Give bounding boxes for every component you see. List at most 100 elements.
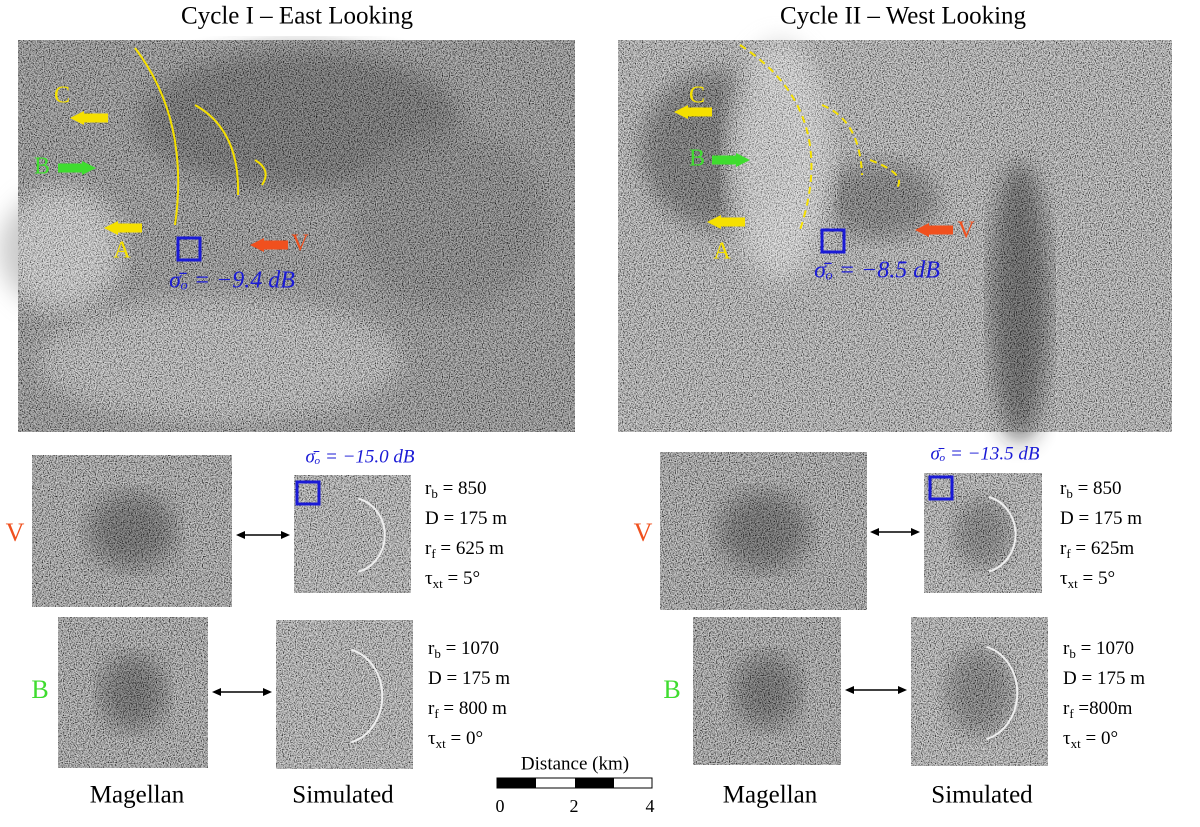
param-value: = 0° xyxy=(1081,728,1118,749)
scale-tick: 0 xyxy=(496,796,505,816)
param-symbol: D xyxy=(425,508,439,529)
param-subscript: f xyxy=(431,546,436,561)
param-value: =800m xyxy=(1074,698,1133,719)
param-symbol: r xyxy=(425,478,432,499)
parameter: rf =800m xyxy=(1063,698,1133,721)
parameter: rf = 625m xyxy=(1060,538,1134,561)
param-symbol: τ xyxy=(428,728,436,749)
crater-rim xyxy=(358,497,386,573)
param-symbol: r xyxy=(428,638,435,659)
sigma-label: σ̄ₒ = −15.0 dB xyxy=(305,446,414,467)
scale-seg xyxy=(575,778,614,788)
link-head xyxy=(281,531,290,539)
image-speckle xyxy=(693,617,841,765)
image-speckle xyxy=(276,620,413,769)
param-value: = 850 xyxy=(438,478,487,499)
parameter: rb = 850 xyxy=(425,478,487,501)
parameter: D = 175 m xyxy=(1060,508,1142,529)
param-value: = 0° xyxy=(446,728,483,749)
parameter: rf = 625 m xyxy=(425,538,504,561)
param-subscript: b xyxy=(1066,486,1073,501)
row-label: V xyxy=(6,518,25,547)
link-head xyxy=(911,528,920,536)
param-value: = 175 m xyxy=(442,668,510,689)
annotation-curve xyxy=(194,104,240,196)
param-value: = 625m xyxy=(1071,538,1135,559)
annotation-curve xyxy=(134,47,180,226)
param-value: = 1070 xyxy=(1076,638,1134,659)
link-head xyxy=(845,686,854,694)
image-speckle xyxy=(294,475,411,593)
crater-rim xyxy=(351,648,384,744)
param-subscript: xt xyxy=(433,576,444,591)
panel: Cycle II – West Looking C B A Vσ̄ₒ = −8.5 dB… xyxy=(618,3,1172,809)
param-value: = 175 m xyxy=(439,508,507,529)
crater-label: A xyxy=(713,239,731,265)
parameter: τxt = 0° xyxy=(1063,728,1118,751)
param-symbol: τ xyxy=(1063,728,1071,749)
arrow xyxy=(915,223,953,237)
scale-seg xyxy=(497,778,536,788)
parameter: D = 175 m xyxy=(428,668,510,689)
param-value: = 175 m xyxy=(1074,508,1142,529)
param-symbol: r xyxy=(1060,538,1067,559)
annotation-curve xyxy=(821,104,863,176)
sample-box xyxy=(928,475,954,501)
param-value: = 800 m xyxy=(439,698,507,719)
scale-title: Distance (km) xyxy=(521,753,629,774)
param-symbol: D xyxy=(1063,668,1077,689)
caption: Simulated xyxy=(931,782,1033,809)
sample-box xyxy=(176,236,202,262)
annotation-curve xyxy=(739,44,813,231)
image-speckle xyxy=(911,617,1048,766)
arrow xyxy=(674,105,712,119)
param-value: = 850 xyxy=(1073,478,1122,499)
link-head xyxy=(870,528,879,536)
parameter: rb = 1070 xyxy=(428,638,499,661)
sample-box xyxy=(820,228,846,254)
caption: Magellan xyxy=(723,782,818,809)
parameter: rb = 1070 xyxy=(1063,638,1134,661)
link-head xyxy=(898,686,907,694)
param-symbol: D xyxy=(1060,508,1074,529)
caption: Simulated xyxy=(292,782,394,809)
crater-rim xyxy=(986,645,1019,741)
param-subscript: xt xyxy=(436,736,447,751)
crater-label: B xyxy=(34,154,50,180)
link-head xyxy=(263,688,272,696)
image-speckle xyxy=(32,455,232,607)
sigma-label: σ̄ₒ = −9.4 dB xyxy=(169,268,295,294)
image-speckle xyxy=(924,473,1042,593)
param-value: = 625 m xyxy=(436,538,504,559)
image-speckle xyxy=(58,617,208,768)
annotation-curve xyxy=(869,159,901,191)
param-symbol: r xyxy=(425,538,432,559)
parameter: τxt = 5° xyxy=(1060,568,1115,591)
param-subscript: xt xyxy=(1071,736,1082,751)
param-symbol: r xyxy=(428,698,435,719)
link-head xyxy=(212,688,221,696)
param-symbol: D xyxy=(428,668,442,689)
panel: Cycle I – East Looking C B A Vσ̄ₒ = −9.4 dB V… xyxy=(0,3,575,809)
param-value: = 5° xyxy=(1078,568,1115,589)
link-head xyxy=(236,531,245,539)
parameter: τxt = 0° xyxy=(428,728,483,751)
scale-tick: 4 xyxy=(646,796,655,816)
param-symbol: r xyxy=(1063,698,1070,719)
crater-label: V xyxy=(291,231,309,257)
param-symbol: τ xyxy=(1060,568,1068,589)
param-value: = 5° xyxy=(443,568,480,589)
arrow xyxy=(250,238,288,252)
crater-label: C xyxy=(54,83,70,109)
param-subscript: b xyxy=(431,486,438,501)
param-subscript: b xyxy=(1069,646,1076,661)
param-subscript: b xyxy=(434,646,441,661)
param-subscript: f xyxy=(1066,546,1071,561)
parameter: D = 175 m xyxy=(425,508,507,529)
image-speckle xyxy=(618,40,1172,432)
row-label: B xyxy=(663,675,680,704)
annotation-curve xyxy=(254,159,267,186)
row-label: V xyxy=(634,518,653,547)
arrow xyxy=(58,161,96,175)
